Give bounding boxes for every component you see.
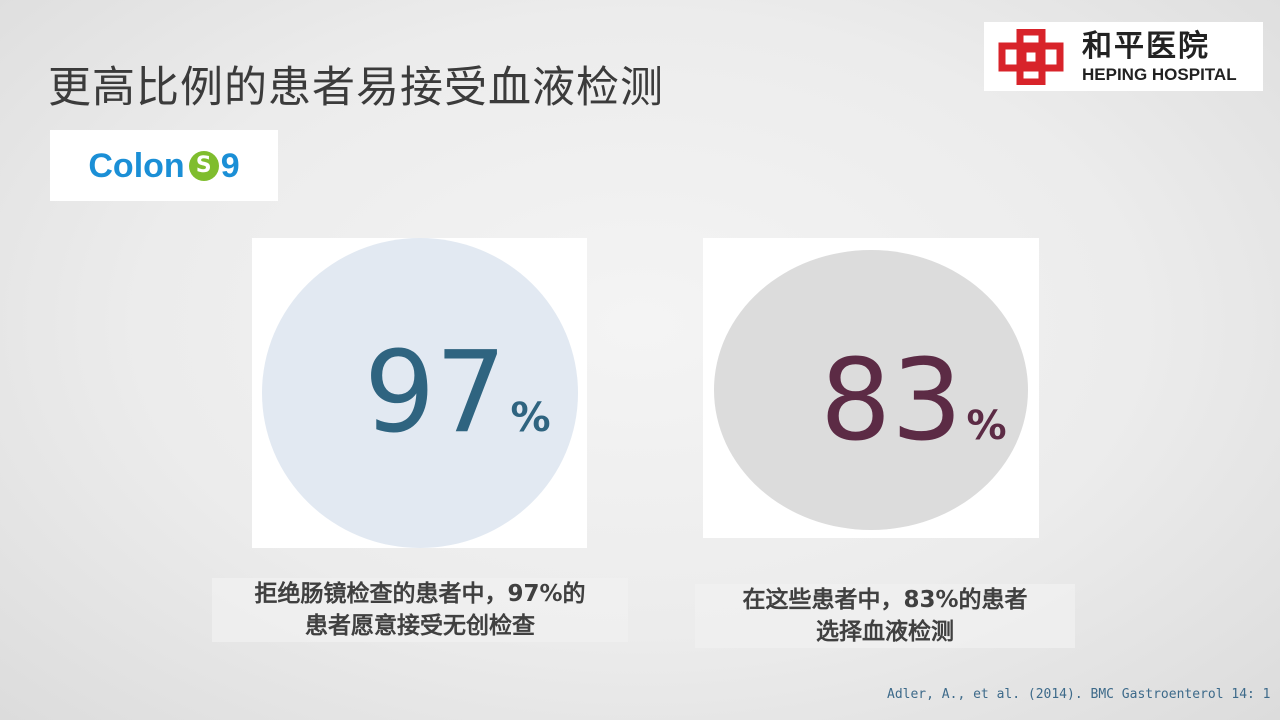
hospital-name-en: HEPING HOSPITAL bbox=[1082, 64, 1237, 84]
stat-card-97: 97% bbox=[252, 238, 587, 548]
logo-text: Colon bbox=[88, 146, 185, 185]
logo-mark-icon: S bbox=[188, 150, 219, 181]
stat-caption-83: 在这些患者中，83%的患者 选择血液检测 bbox=[695, 584, 1075, 648]
logo-suffix: 9 bbox=[220, 146, 240, 185]
citation: Adler, A., et al. (2014). BMC Gastroente… bbox=[887, 687, 1271, 702]
stat-value: 97% bbox=[364, 328, 551, 458]
hospital-cross-icon bbox=[998, 28, 1064, 85]
stat-circle bbox=[262, 238, 578, 548]
stat-card-83: 83% bbox=[703, 238, 1039, 538]
colon9-logo: Colon S 9 bbox=[50, 130, 278, 201]
hospital-name: 和平医院 HEPING HOSPITAL bbox=[1082, 29, 1237, 85]
stat-circle bbox=[714, 250, 1028, 530]
slide-title: 更高比例的患者易接受血液检测 bbox=[48, 63, 664, 113]
hospital-name-cn: 和平医院 bbox=[1082, 28, 1210, 64]
stat-caption-97: 拒绝肠镜检查的患者中，97%的 患者愿意接受无创检查 bbox=[212, 578, 628, 642]
hospital-logo: 和平医院 HEPING HOSPITAL bbox=[984, 22, 1263, 91]
stat-value: 83% bbox=[820, 336, 1007, 466]
